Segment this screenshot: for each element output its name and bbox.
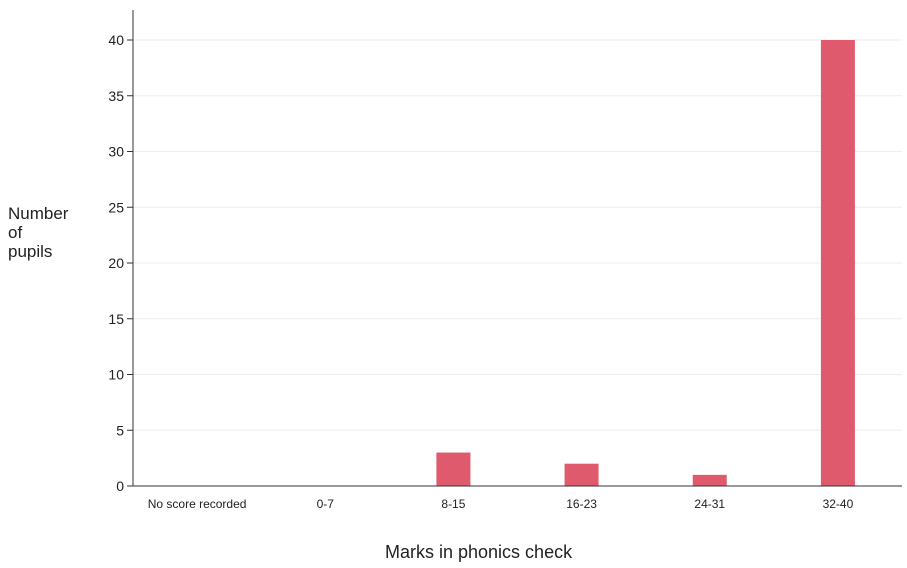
x-tick-label: No score recorded — [148, 497, 247, 511]
y-tick-label: 10 — [108, 367, 124, 383]
y-tick-label: 30 — [108, 144, 124, 160]
gridlines — [133, 39, 902, 431]
x-tick-label: 16-23 — [566, 497, 597, 511]
y-tick-label: 5 — [116, 422, 124, 438]
x-tick-label: 32-40 — [823, 497, 854, 511]
y-axis-label-line: Number — [8, 204, 69, 223]
y-tick-label: 15 — [108, 311, 124, 327]
x-axis-label: Marks in phonics check — [385, 542, 573, 562]
y-axis-label: Number of pupils — [8, 204, 68, 261]
x-tick-label: 8-15 — [441, 497, 465, 511]
bar — [820, 40, 855, 486]
x-tick-label: 0-7 — [317, 497, 335, 511]
y-tick-label: 20 — [108, 255, 124, 271]
y-axis-label-line: of — [8, 223, 23, 242]
bar — [564, 463, 599, 486]
x-ticks: No score recorded 0-7 8-15 16-23 24-31 32-40 — [148, 497, 854, 511]
bar — [692, 474, 727, 486]
y-tick-label: 0 — [116, 478, 124, 494]
y-tick-label: 40 — [108, 32, 124, 48]
bar — [436, 452, 471, 486]
y-tick-label: 35 — [108, 88, 124, 104]
y-ticks: 0 5 10 15 20 25 30 35 40 — [108, 32, 133, 494]
bars — [436, 40, 855, 486]
y-axis-label-line: pupils — [8, 242, 53, 261]
y-tick-label: 25 — [108, 199, 124, 215]
x-tick-label: 24-31 — [694, 497, 725, 511]
